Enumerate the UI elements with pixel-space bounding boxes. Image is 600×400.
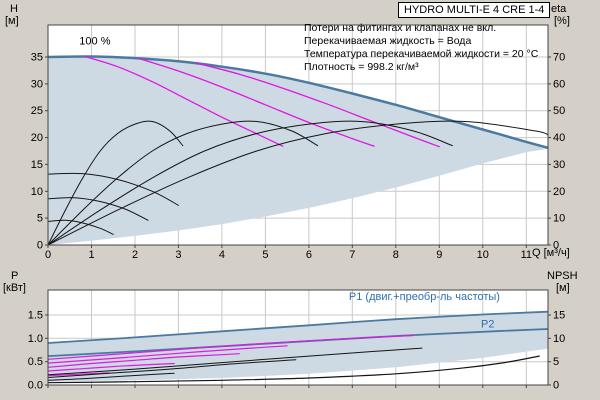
series-power-magenta-2 [48, 362, 175, 372]
series-p1-max-curve [48, 310, 548, 344]
series-eta-4-pumps [48, 120, 548, 245]
operating-envelope-power [48, 311, 548, 382]
tick-label-right: 30 [553, 159, 565, 171]
tick-label-x: 10 [477, 249, 489, 261]
series-speed-curve-c [195, 62, 440, 148]
series-power-magenta-5 [48, 334, 414, 360]
info-line-fittings: Потери на фитингах и клапанах не вкл. [304, 22, 497, 34]
series-max-speed-curve [48, 55, 548, 150]
tick-label-left: 0.5 [28, 356, 43, 368]
plot-frame-power [47, 289, 549, 386]
plot-frame-hq [47, 24, 549, 246]
tick-label-left: 5 [37, 213, 43, 225]
series-eta-3-pumps [48, 120, 453, 245]
conditions-text: Потери на фитингах и клапанах не вкл. Пе… [304, 22, 538, 74]
tick-label-x: 5 [262, 249, 268, 261]
tick-label-left: 15 [31, 159, 43, 171]
tick-label-left: 0 [37, 240, 43, 252]
series-power-black-2 [48, 359, 297, 378]
chart-hq: 0 5 10 15 20 25 30 35 0 10 20 30 40 50 60 70 0 1 2 3 4 5 6 7 8 9 1… [31, 24, 565, 261]
tick-label-x: 9 [436, 249, 442, 261]
tick-label-x: 7 [349, 249, 355, 261]
p-axis-unit: [кВт] [3, 282, 26, 294]
tick-label-left: 20 [31, 132, 43, 144]
series-power-black-3 [48, 347, 423, 376]
curves-power [48, 310, 548, 384]
info-line-density: Плотность = 998.2 кг/м³ [304, 61, 419, 73]
operating-envelope-hq [48, 56, 548, 245]
tick-label-x: 11 [521, 249, 532, 261]
series-power-magenta-1 [48, 372, 110, 377]
series-power-magenta-3 [48, 353, 240, 368]
tick-label-left: 10 [31, 186, 43, 198]
q-axis-label: Q [м³/ч] [532, 247, 570, 259]
tick-label-x: 1 [88, 249, 94, 261]
tick-label-x: 3 [175, 249, 181, 261]
tick-label-right: 60 [553, 78, 565, 90]
h-axis-label: H [10, 3, 18, 15]
series-power-magenta-4 [48, 345, 288, 364]
tick-label-left: 25 [31, 105, 43, 117]
pump-model-title: HYDRO MULTI-E 4 CRE 1-4 [398, 2, 551, 18]
tick-label-x: 0 [45, 249, 51, 261]
tick-label-x: 2 [132, 249, 138, 261]
eta-axis-label: eta [551, 3, 567, 15]
series-power-black-1 [48, 372, 175, 381]
series-speed-curve-b [138, 57, 375, 147]
tick-label-right: 0 [553, 380, 559, 392]
tick-label-left: 1.5 [28, 310, 43, 322]
tick-label-x: 4 [219, 249, 225, 261]
h-axis-unit: [м] [5, 15, 19, 27]
npsh-axis-unit: [м] [556, 282, 570, 294]
series-min-speed-arc-1 [48, 219, 114, 235]
series-min-speed-arc-3 [48, 172, 179, 206]
tick-label-right: 40 [553, 132, 565, 144]
tick-label-x: 6 [306, 249, 312, 261]
tick-label-right: 20 [553, 186, 565, 198]
curves-hq [48, 55, 548, 245]
tick-label-left: 0.0 [28, 380, 43, 392]
info-line-liquid: Перекачиваемая жидкость = Вода [304, 35, 472, 47]
annotation-label: P2 [481, 319, 494, 331]
tick-label-right: 5 [553, 356, 559, 368]
tick-label-right: 0 [553, 240, 559, 252]
tick-label-right: 70 [553, 52, 565, 64]
tick-label-x: 8 [393, 249, 399, 261]
tick-label-right: 10 [553, 333, 565, 345]
p-axis-label: P [11, 270, 19, 282]
tick-label-right: 10 [553, 213, 565, 225]
eta-axis-unit: [%] [554, 15, 570, 27]
tick-label-left: 1.0 [28, 333, 43, 345]
series-npsh-curve [48, 355, 540, 384]
annotation-label: 100 % [79, 36, 110, 48]
tick-label-left: 30 [31, 78, 43, 90]
tick-label-right: 50 [553, 105, 565, 117]
tick-label-left: 35 [31, 52, 43, 64]
annotation-label: P1 (двиг.+преобр-ль частоты) [349, 291, 500, 303]
npsh-axis-label: NPSH [547, 270, 578, 282]
info-line-temperature: Температура перекачиваемой жидкости = 20… [304, 48, 539, 60]
series-eta-1-pump [48, 120, 184, 245]
tick-label-right: 15 [553, 310, 565, 322]
series-min-speed-arc-2 [48, 197, 149, 221]
chart-power: 0.0 0.5 1.0 1.5 0 5 10 15 P1 (двиг.+преобр-ль ча… [28, 289, 565, 392]
